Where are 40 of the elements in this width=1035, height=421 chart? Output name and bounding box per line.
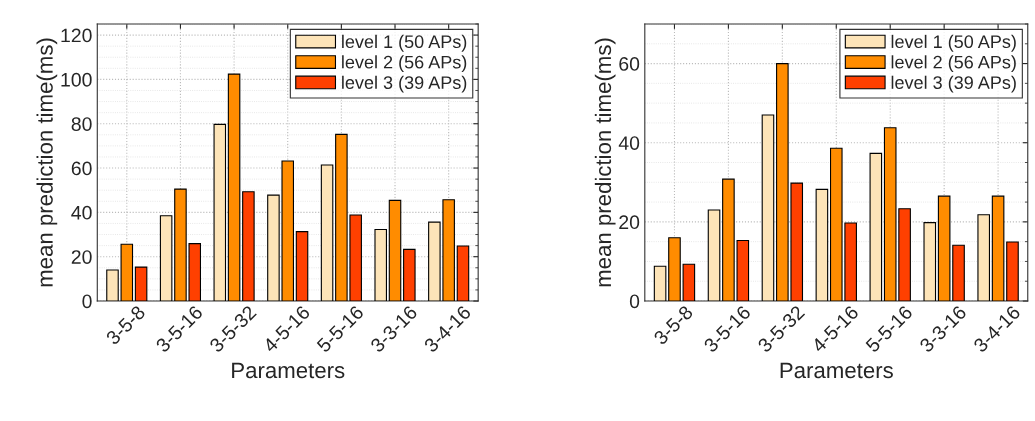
- x-axis-title: Parameters: [780, 362, 893, 379]
- bar: [320, 164, 334, 302]
- bar: [923, 222, 937, 302]
- bar: [991, 195, 1005, 302]
- legend-label: level 2 (56 APs): [342, 55, 467, 73]
- bar: [388, 199, 402, 302]
- x-axis-title: Parameters: [232, 362, 345, 379]
- y-axis-title: mean prediction time(ms): [36, 38, 58, 287]
- y-tick-label: 100: [61, 72, 92, 87]
- y-tick-label: 20: [619, 215, 640, 230]
- bar: [403, 248, 416, 302]
- legend-label: level 3 (39 APs): [342, 75, 467, 93]
- bar: [815, 188, 829, 302]
- bar: [761, 114, 775, 302]
- bar: [456, 245, 470, 302]
- y-tick-label: 60: [71, 161, 92, 176]
- y-tick-label: 40: [71, 205, 92, 220]
- bar: [213, 123, 227, 302]
- y-tick-label: 40: [618, 136, 640, 150]
- y-tick-label: 120: [61, 28, 92, 43]
- y-tick-label: 0: [629, 294, 640, 309]
- bar: [295, 231, 309, 302]
- bar: [227, 73, 241, 302]
- y-tick-label: 80: [71, 117, 92, 131]
- legend-label: level 2 (56 APs): [891, 55, 1016, 73]
- bar: [134, 266, 148, 302]
- bar: [707, 209, 721, 302]
- bar: [1006, 241, 1019, 302]
- bar: [977, 214, 991, 302]
- bar: [242, 191, 255, 302]
- y-tick-label: 0: [82, 294, 92, 309]
- bar: [374, 228, 387, 302]
- y-tick-label: 20: [71, 250, 92, 264]
- legend-label: level 1 (50 APs): [891, 34, 1016, 52]
- legend-label: level 1 (50 APs): [342, 34, 467, 52]
- bar: [869, 152, 883, 302]
- y-axis-title: mean prediction time(ms): [594, 38, 616, 287]
- y-tick-label: 60: [619, 57, 640, 71]
- bar: [653, 265, 667, 302]
- legend-label: level 3 (39 APs): [891, 75, 1016, 93]
